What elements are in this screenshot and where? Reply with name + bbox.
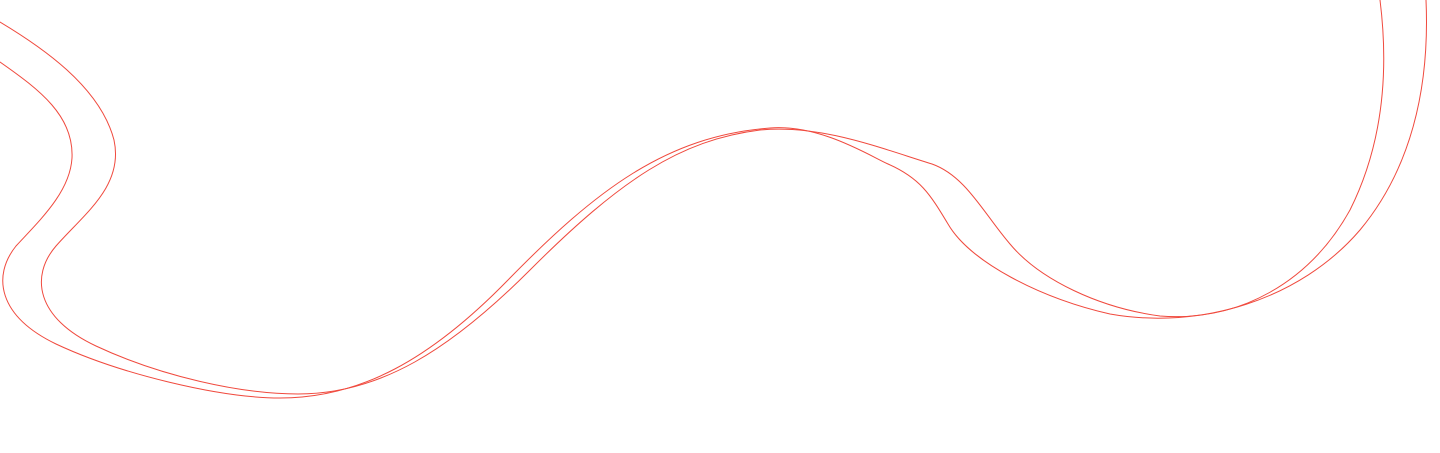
wave-line-outer <box>0 0 1385 395</box>
wave-line-inner <box>0 0 1427 399</box>
